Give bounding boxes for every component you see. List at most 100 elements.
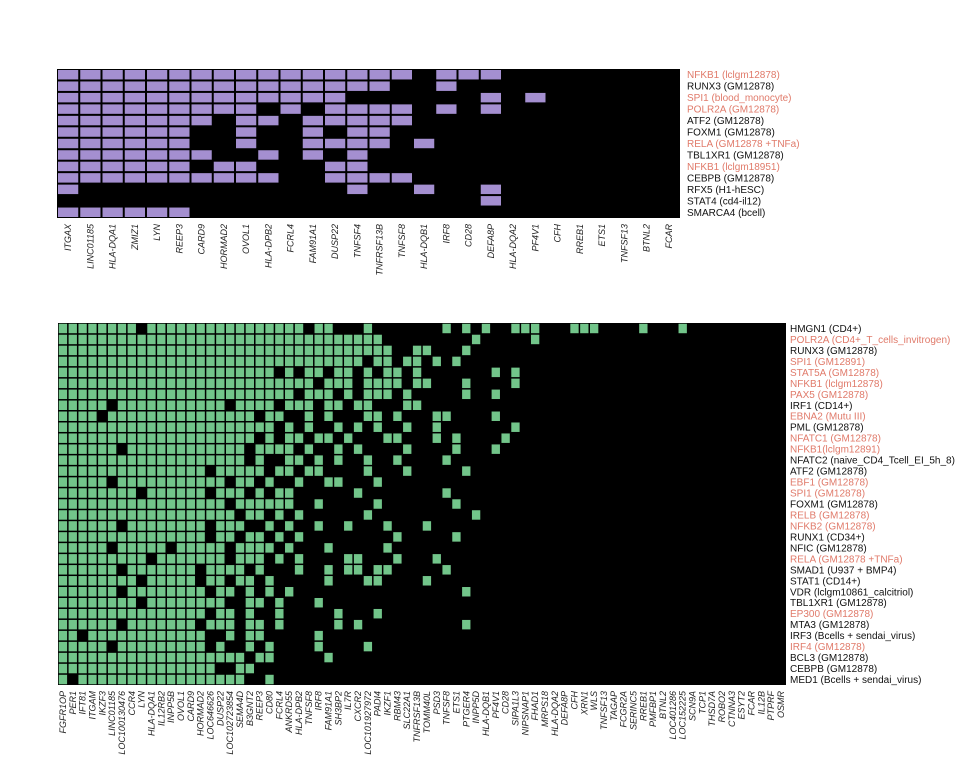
top-cell — [369, 70, 390, 80]
top-column-label: HLA-DQA1 — [108, 224, 118, 269]
bottom-cell — [471, 510, 481, 520]
top-cell — [58, 138, 79, 149]
top-row-label: NFKB1 (lclgm12878) — [687, 70, 780, 81]
bottom-cell — [383, 345, 392, 356]
bottom-cell — [107, 532, 117, 542]
bottom-cell — [107, 674, 117, 685]
bottom-cell — [393, 367, 402, 378]
bottom-cell — [216, 499, 225, 509]
bottom-cell — [98, 521, 107, 531]
bottom-cell — [68, 576, 77, 586]
bottom-column-label: LOC152225 — [678, 690, 688, 740]
bottom-column-label: PMFBP1 — [648, 691, 658, 727]
bottom-cell — [353, 488, 363, 498]
bottom-cell — [176, 455, 186, 465]
bottom-cell — [166, 652, 176, 663]
bottom-cell — [98, 378, 107, 389]
bottom-cell — [422, 345, 432, 356]
bottom-cell — [58, 488, 68, 498]
bottom-cell — [275, 619, 284, 630]
top-cell — [391, 173, 412, 183]
bottom-cell — [344, 345, 353, 356]
bottom-cell — [147, 652, 156, 663]
top-cell — [124, 115, 145, 126]
bottom-cell — [196, 532, 205, 542]
bottom-cell — [393, 455, 402, 465]
bottom-cell — [58, 466, 68, 476]
bottom-cell — [166, 422, 176, 432]
bottom-row-label: ATF2 (GM12878) — [790, 467, 867, 478]
bottom-cell — [117, 433, 127, 443]
bottom-cell — [117, 532, 127, 542]
bottom-cell — [117, 411, 127, 421]
bottom-cell — [235, 433, 245, 443]
bottom-cell — [176, 619, 186, 630]
top-cell — [147, 104, 168, 114]
bottom-cell — [216, 400, 225, 411]
bottom-cell — [225, 532, 235, 542]
bottom-cell — [432, 554, 441, 564]
bottom-cell — [88, 433, 97, 443]
bottom-cell — [68, 641, 77, 652]
bottom-cell — [442, 411, 451, 421]
bottom-cell — [265, 378, 274, 389]
bottom-cell — [98, 674, 107, 685]
top-cell — [347, 184, 368, 195]
bottom-cell — [265, 521, 274, 531]
bottom-cell — [353, 345, 363, 356]
bottom-cell — [225, 334, 235, 345]
bottom-cell — [570, 323, 579, 334]
top-column-label: HLA-DQA2 — [508, 224, 518, 269]
bottom-cell — [206, 674, 215, 685]
bottom-cell — [186, 400, 195, 411]
bottom-cell — [196, 488, 205, 498]
bottom-cell — [117, 663, 127, 674]
bottom-cell — [225, 652, 235, 663]
bottom-cell — [334, 455, 343, 465]
bottom-cell — [137, 422, 146, 432]
bottom-cell — [147, 608, 156, 619]
bottom-cell — [225, 587, 235, 597]
bottom-cell — [403, 444, 412, 454]
bottom-cell — [324, 543, 333, 553]
top-cell — [302, 127, 323, 137]
bottom-column-label: PF4V1 — [491, 691, 501, 719]
bottom-cell — [265, 345, 274, 356]
bottom-cell — [147, 543, 156, 553]
bottom-cell — [157, 510, 166, 520]
bottom-cell — [157, 400, 166, 411]
bottom-cell — [166, 532, 176, 542]
bottom-cell — [403, 389, 412, 400]
bottom-row-label: IRF3 (Bcells + sendai_virus) — [790, 631, 915, 642]
bottom-cell — [462, 389, 471, 400]
bottom-cell — [196, 334, 205, 345]
bottom-row-label: PAX5 (GM12878) — [790, 390, 868, 401]
bottom-cell — [334, 345, 343, 356]
bottom-cell — [245, 433, 255, 443]
top-column-label: ZMIZ1 — [130, 224, 140, 251]
bottom-cell — [107, 565, 117, 575]
top-cell — [191, 81, 212, 91]
bottom-cell — [88, 389, 97, 400]
bottom-cell — [78, 565, 87, 575]
bottom-cell — [78, 674, 87, 685]
bottom-cell — [88, 334, 97, 345]
bottom-cell — [127, 554, 136, 564]
bottom-cell — [117, 400, 127, 411]
top-column-label: LYN — [152, 224, 162, 241]
bottom-cell — [225, 323, 235, 334]
bottom-cell — [147, 488, 156, 498]
bottom-cell — [285, 521, 294, 531]
bottom-cell — [127, 532, 136, 542]
bottom-cell — [225, 466, 235, 476]
bottom-cell — [216, 455, 225, 465]
bottom-cell — [166, 597, 176, 608]
top-cell — [58, 70, 79, 80]
bottom-cell — [147, 378, 156, 389]
bottom-cell — [206, 411, 215, 421]
bottom-row-label: PML (GM12878) — [790, 423, 864, 434]
bottom-cell — [176, 444, 186, 454]
top-cell — [80, 115, 101, 126]
bottom-row-label: RUNX3 (GM12878) — [790, 346, 877, 357]
bottom-cell — [157, 367, 166, 378]
